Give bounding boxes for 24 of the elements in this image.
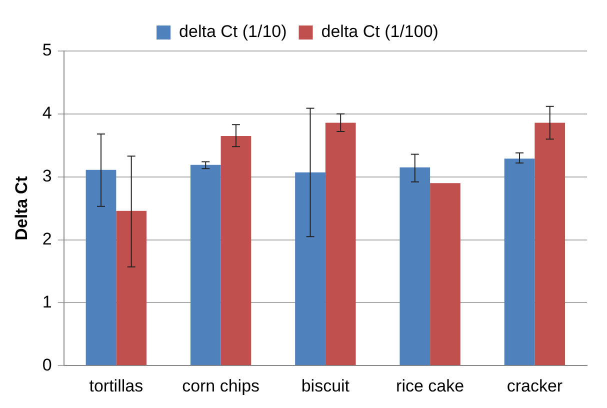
bar bbox=[325, 122, 356, 366]
bar bbox=[400, 167, 430, 366]
y-tick-label: 0 bbox=[42, 355, 52, 374]
y-tick-label: 1 bbox=[42, 292, 52, 312]
y-tick-label: 5 bbox=[42, 40, 52, 60]
x-tick-label: rice cake bbox=[396, 376, 464, 396]
bar bbox=[86, 170, 116, 366]
legend-label: delta Ct (1/10) bbox=[179, 22, 287, 42]
bar bbox=[504, 158, 535, 366]
legend-label: delta Ct (1/100) bbox=[321, 22, 438, 42]
y-tick-label: 2 bbox=[42, 229, 52, 248]
x-tick-label: biscuit bbox=[301, 376, 350, 396]
bar bbox=[534, 122, 566, 366]
x-tick-label: cracker bbox=[506, 376, 563, 396]
bar bbox=[190, 164, 221, 366]
y-tick-label: 3 bbox=[42, 166, 52, 186]
bar bbox=[295, 172, 326, 366]
y-axis-title: Delta Ct bbox=[12, 176, 31, 240]
x-tick-label: corn chips bbox=[182, 376, 260, 396]
x-tick-label: tortillas bbox=[89, 376, 144, 396]
bar bbox=[430, 183, 460, 366]
y-tick-label: 4 bbox=[42, 104, 52, 123]
bar bbox=[116, 210, 147, 366]
bar bbox=[220, 136, 252, 366]
